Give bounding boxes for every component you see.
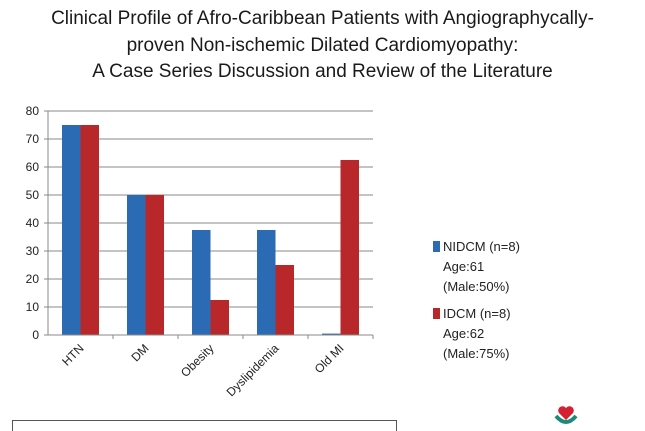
y-tick-label: 40	[26, 216, 40, 230]
title-line-2: proven Non-ischemic Dilated Cardiomyopat…	[126, 35, 519, 56]
bar-dm-idcm	[145, 195, 164, 335]
bar-dm-nidcm	[127, 195, 146, 335]
y-tick-label: 50	[26, 188, 40, 202]
bar-obesity-idcm	[210, 300, 229, 335]
x-tick-label: HTN	[59, 341, 86, 368]
bar-obesity-nidcm	[192, 230, 211, 335]
y-tick-label: 0	[32, 328, 39, 342]
bar-old-mi-nidcm	[322, 333, 341, 335]
heart-logo-icon	[554, 406, 578, 424]
x-tick-label: Obesity	[178, 341, 217, 380]
bar-dyslipidemia-idcm	[275, 265, 294, 335]
y-tick-label: 20	[26, 272, 40, 286]
bar-old-mi-idcm	[340, 160, 359, 335]
y-tick-label: 60	[26, 160, 40, 174]
legend-idcm: IDCM (n=8) Age:62 (Male:75%)	[433, 304, 511, 364]
x-tick-label: DM	[129, 341, 152, 364]
legend-age: Age:62	[443, 326, 485, 341]
legend-nidcm: NIDCM (n=8) Age:61 (Male:50%)	[433, 237, 520, 297]
y-tick-label: 80	[26, 104, 40, 118]
legend-swatch-nidcm	[433, 241, 440, 252]
x-tick-label: Dyslipidemia	[224, 341, 282, 399]
title-line-1: Clinical Profile of Afro-Caribbean Patie…	[51, 8, 594, 29]
legend-male: (Male:50%)	[443, 279, 510, 294]
legend-age: Age:61	[443, 259, 485, 274]
bar-htn-idcm	[80, 125, 99, 335]
legend-male: (Male:75%)	[443, 346, 510, 361]
y-tick-label: 10	[26, 300, 40, 314]
legend-swatch-idcm	[433, 308, 440, 319]
title-line-3: A Case Series Discussion and Review of t…	[92, 61, 553, 82]
bar-dyslipidemia-nidcm	[257, 230, 276, 335]
legend-label: NIDCM (n=8)	[443, 239, 520, 254]
y-tick-label: 30	[26, 244, 40, 258]
y-tick-label: 70	[26, 132, 40, 146]
bar-htn-nidcm	[62, 125, 81, 335]
x-tick-label: Old MI	[312, 341, 347, 376]
legend-label: IDCM (n=8)	[443, 306, 511, 321]
